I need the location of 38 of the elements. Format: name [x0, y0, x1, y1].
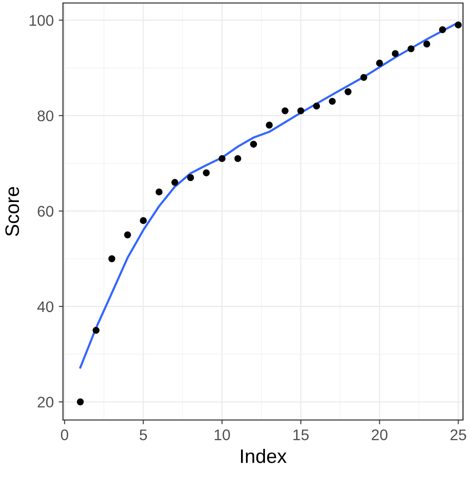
y-tick-label: 80: [38, 110, 54, 122]
x-tick-label: 5: [140, 430, 147, 440]
point: [234, 155, 242, 162]
point: [376, 60, 384, 67]
point: [171, 178, 178, 186]
y-tick-label: 20: [38, 396, 54, 408]
x-tick-label: 0: [60, 429, 68, 440]
point: [92, 326, 100, 334]
point: [423, 40, 430, 48]
x-tick-label: 15: [293, 430, 309, 440]
point: [187, 174, 194, 182]
x-tick-label: 25: [450, 429, 466, 440]
point: [297, 107, 304, 114]
point: [439, 26, 446, 34]
point: [250, 140, 258, 148]
point: [408, 45, 415, 52]
point: [328, 98, 336, 105]
point: [76, 398, 84, 406]
x-axis-title: Index: [241, 448, 287, 464]
y-tick-label: 60: [38, 206, 54, 217]
y-tick-label: 100: [30, 15, 54, 26]
point: [360, 74, 368, 81]
point: [108, 255, 116, 262]
point: [218, 155, 226, 162]
point: [344, 88, 352, 96]
point: [140, 217, 147, 224]
point: [392, 50, 399, 58]
point: [282, 107, 289, 114]
point: [313, 102, 320, 110]
point: [202, 169, 210, 176]
point: [124, 231, 132, 238]
point: [156, 188, 163, 196]
x-tick-label: 20: [372, 429, 388, 440]
y-axis-title: Score: [5, 186, 20, 236]
point: [454, 21, 462, 28]
x-tick-label: 10: [214, 429, 230, 440]
point: [266, 122, 273, 129]
y-tick-label: 40: [37, 301, 54, 312]
